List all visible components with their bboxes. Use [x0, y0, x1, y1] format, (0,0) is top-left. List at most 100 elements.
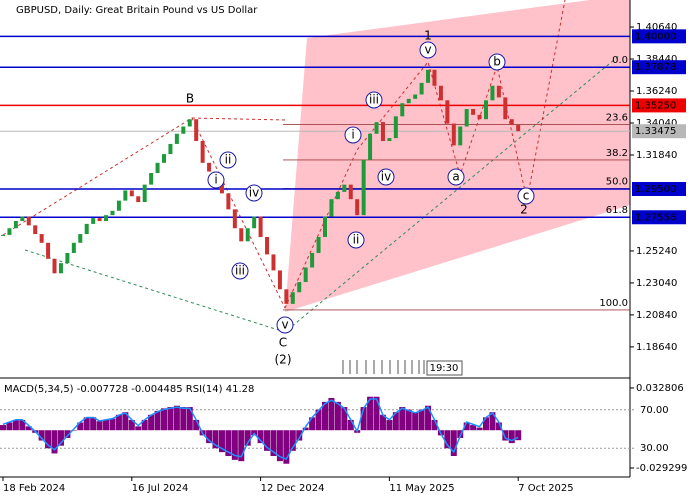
circled-label: ii: [353, 233, 360, 247]
fib-label: 100.0: [599, 298, 628, 309]
circled-label: iii: [369, 93, 379, 107]
level-box: [632, 60, 686, 75]
macd-bar: [25, 426, 32, 431]
wave-label: B: [186, 92, 194, 106]
circled-label: ii: [225, 153, 232, 167]
candle: [91, 218, 96, 224]
candle: [400, 103, 405, 117]
candle: [258, 216, 263, 237]
macd-bar: [264, 430, 271, 451]
macd-bar: [360, 407, 367, 431]
candle: [232, 209, 237, 229]
level-box: [632, 98, 686, 113]
macd-bar: [450, 430, 457, 456]
macd-bar: [64, 430, 71, 438]
circled-label: b: [493, 55, 501, 69]
wave-circle: [347, 231, 365, 249]
macd-bar: [128, 419, 135, 431]
y-tick-label: 1.34040: [636, 118, 677, 129]
candle: [1, 234, 5, 236]
candle: [136, 196, 141, 203]
macd-bar: [289, 430, 296, 451]
rsi-tick-label: 70.00: [640, 405, 669, 416]
macd-bar: [148, 414, 155, 431]
candle: [271, 254, 276, 271]
fib-label: 23.6: [606, 112, 628, 123]
candle: [290, 292, 295, 304]
candle: [46, 242, 51, 259]
candle: [149, 173, 154, 185]
candle: [503, 97, 508, 120]
macd-bar: [38, 430, 45, 441]
macd-bar: [167, 407, 174, 431]
macd-bar: [347, 419, 354, 431]
wave-circle: [245, 184, 263, 202]
candle: [252, 216, 257, 229]
wave-circle: [231, 262, 249, 280]
macd-bar: [77, 422, 84, 431]
candle: [316, 236, 321, 253]
macd-bar: [19, 419, 26, 431]
candle: [426, 69, 431, 83]
level-box: [632, 210, 686, 225]
y-tick-label: 1.36240: [636, 86, 677, 97]
macd-bar: [515, 430, 522, 441]
macd-bar: [444, 430, 451, 449]
candle: [342, 184, 347, 192]
level-label: 1.27556: [635, 212, 676, 223]
macd-bar: [212, 430, 219, 449]
y-tick-label: 1.18640: [636, 342, 677, 353]
macd-bar: [115, 414, 122, 431]
level-box: [632, 29, 686, 44]
candle: [245, 228, 250, 242]
macd-bar: [135, 426, 142, 431]
candle: [387, 138, 392, 142]
candle: [471, 109, 476, 115]
candle: [207, 162, 212, 172]
candle: [380, 122, 385, 142]
candle: [310, 252, 315, 268]
macd-bar: [12, 419, 19, 431]
candle: [181, 126, 186, 134]
macd-bar: [399, 407, 406, 431]
macd-bar: [322, 401, 328, 431]
candle: [368, 133, 373, 160]
macd-bar: [470, 425, 477, 431]
x-tick-label: 7 Oct 2025: [518, 483, 573, 494]
macd-bar: [302, 427, 309, 431]
candle: [477, 114, 482, 120]
macd-bar: [502, 430, 509, 441]
candle: [13, 220, 18, 229]
macd-bar: [225, 430, 232, 456]
fib-label: 0.0: [612, 55, 628, 66]
circled-label: i: [214, 173, 217, 187]
candle: [297, 282, 302, 293]
macd-bar: [6, 422, 13, 431]
macd-bar: [83, 417, 90, 431]
wave-circle: [447, 168, 465, 186]
fib-label: 38.2: [606, 148, 628, 159]
candle: [168, 143, 173, 155]
macd-bar: [483, 417, 489, 431]
candle: [26, 216, 31, 226]
candle: [393, 116, 398, 139]
macd-tick-label: 0.032806: [636, 383, 684, 394]
wave-circle: [419, 41, 437, 59]
macd-bar: [0, 425, 6, 431]
candle: [323, 216, 327, 237]
candle: [194, 119, 199, 142]
wave-label: (2): [275, 353, 292, 367]
candle: [516, 125, 521, 132]
level-label: 1.35250: [635, 100, 676, 111]
macd-bar: [328, 398, 335, 431]
circled-label: i: [351, 128, 354, 142]
macd-bar: [379, 414, 386, 431]
candle: [413, 94, 418, 99]
y-tick-label: 1.31840: [636, 150, 677, 161]
candle: [445, 100, 450, 124]
level-label: 1.29500: [635, 184, 676, 195]
macd-bar: [495, 422, 502, 431]
candle: [329, 199, 334, 217]
macd-bar: [96, 421, 103, 431]
